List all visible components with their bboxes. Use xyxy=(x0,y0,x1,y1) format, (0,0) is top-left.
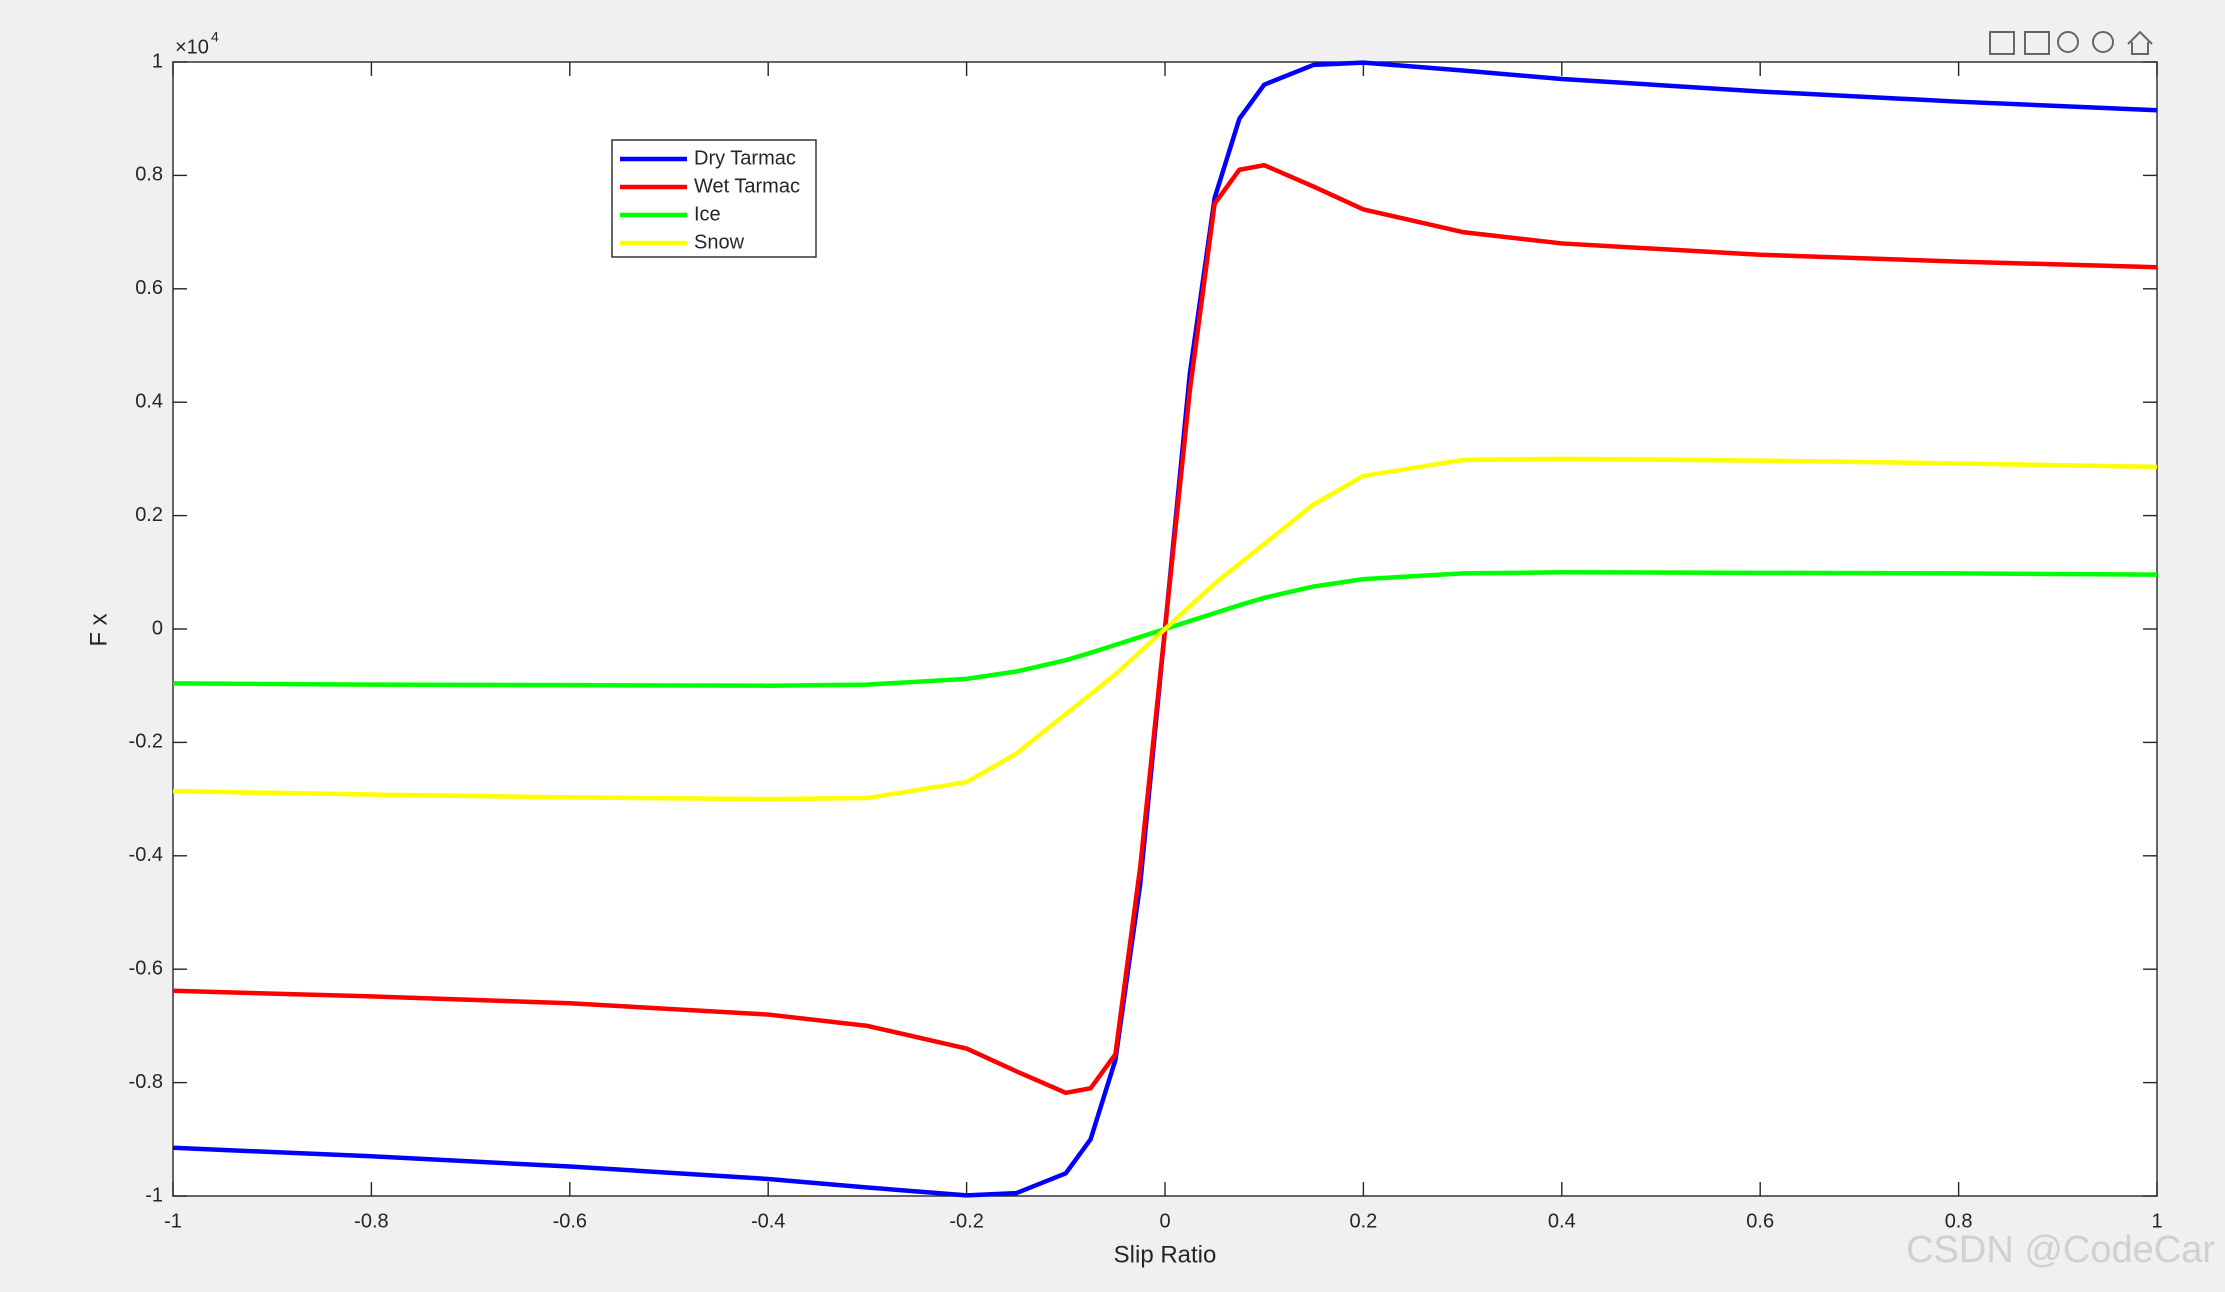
legend-label: Ice xyxy=(694,203,721,225)
toolbar-icon[interactable] xyxy=(2092,31,2114,53)
y-tick-label: -1 xyxy=(145,1184,163,1206)
legend-label: Wet Tarmac xyxy=(694,175,800,197)
x-tick-label: -1 xyxy=(164,1210,182,1232)
y-tick-label: 0.4 xyxy=(135,390,163,412)
x-tick-label: 0.4 xyxy=(1548,1210,1576,1232)
x-tick-label: 1 xyxy=(2151,1210,2162,1232)
legend-label: Snow xyxy=(694,231,745,253)
y-multiplier: ×10 xyxy=(175,36,209,58)
x-tick-label: -0.4 xyxy=(751,1210,785,1232)
y-axis-label: F x xyxy=(85,613,112,646)
y-tick-label: 1 xyxy=(152,50,163,72)
x-tick-label: 0 xyxy=(1159,1210,1170,1232)
y-tick-label: -0.4 xyxy=(129,844,163,866)
x-tick-label: 0.2 xyxy=(1349,1210,1377,1232)
y-tick-label: -0.2 xyxy=(129,731,163,753)
x-axis-label: Slip Ratio xyxy=(1114,1241,1217,1268)
x-tick-label: -0.2 xyxy=(949,1210,983,1232)
y-multiplier-exponent: 4 xyxy=(211,29,219,45)
toolbar-icon[interactable] xyxy=(2127,30,2153,55)
y-tick-label: 0.2 xyxy=(135,504,163,526)
toolbar-icon[interactable] xyxy=(1989,31,2015,55)
toolbar-icon[interactable] xyxy=(2057,31,2079,53)
toolbar[interactable] xyxy=(1989,30,2153,55)
legend-label: Dry Tarmac xyxy=(694,147,796,169)
y-tick-label: 0.6 xyxy=(135,277,163,299)
y-tick-label: 0.8 xyxy=(135,164,163,186)
toolbar-icon[interactable] xyxy=(2024,31,2050,55)
x-tick-label: -0.8 xyxy=(354,1210,388,1232)
y-tick-label: 0 xyxy=(152,617,163,639)
watermark: CSDN @CodeCar xyxy=(1906,1229,2215,1271)
line-series xyxy=(172,456,2158,802)
y-tick-label: -0.6 xyxy=(129,957,163,979)
y-tick-label: -0.8 xyxy=(129,1071,163,1093)
x-tick-label: 0.6 xyxy=(1746,1210,1774,1232)
x-tick-label: -0.6 xyxy=(553,1210,587,1232)
x-tick-label: 0.8 xyxy=(1945,1210,1973,1232)
